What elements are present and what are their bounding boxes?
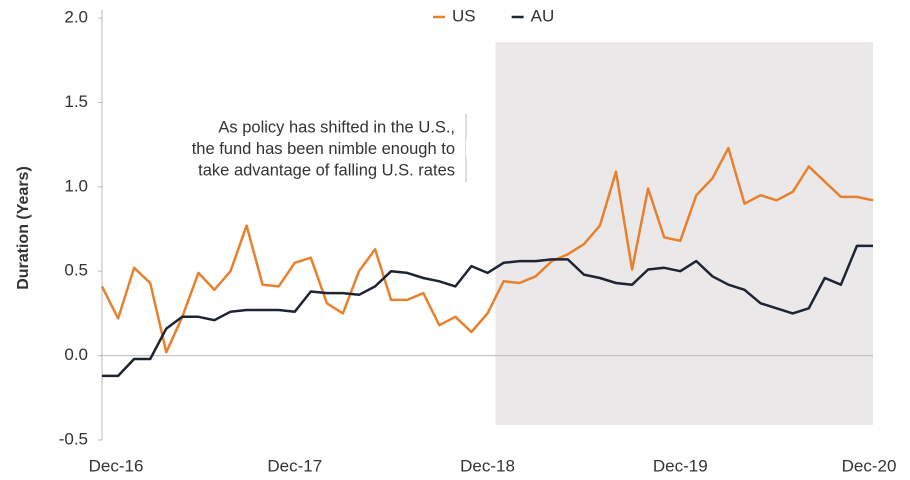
y-tick-label: 2.0 (64, 7, 88, 26)
highlight-region (495, 42, 873, 425)
annotation: take advantage of falling U.S. rates (198, 161, 455, 179)
y-tick-label: -0.5 (59, 429, 88, 448)
x-tick-label: Dec-18 (460, 456, 515, 475)
legend-label: US (452, 6, 476, 25)
annotation-pointer (466, 139, 480, 157)
x-tick-label: Dec-16 (89, 456, 144, 475)
annotation: As policy has shifted in the U.S., (218, 118, 455, 136)
series-line (102, 244, 873, 378)
y-tick-label: 0.0 (64, 345, 88, 364)
x-tick-label: Dec-19 (653, 456, 708, 475)
x-tick-label: Dec-17 (267, 456, 322, 475)
y-tick-label: 1.5 (64, 92, 88, 111)
legend-label: AU (531, 6, 555, 25)
y-axis-label: Duration (Years) (15, 166, 32, 290)
y-tick-label: 0.5 (64, 261, 88, 280)
series-line (100, 146, 874, 354)
annotation: the fund has been nimble enough to (192, 140, 455, 158)
x-tick-label: Dec-20 (842, 456, 897, 475)
y-tick-label: 1.0 (64, 176, 88, 195)
